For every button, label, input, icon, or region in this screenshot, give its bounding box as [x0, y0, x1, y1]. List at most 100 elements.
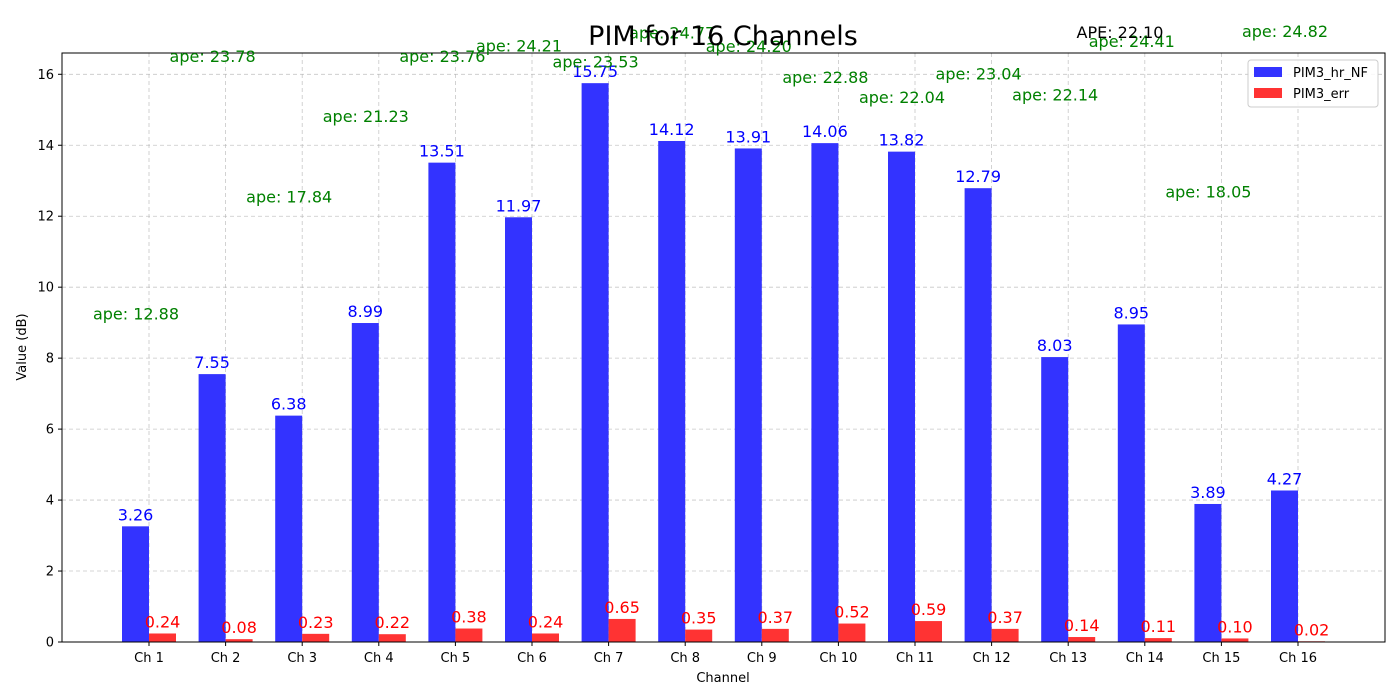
ape-label: ape: 22.04 [859, 88, 945, 107]
bar-pim3-err [532, 633, 559, 642]
bars [122, 83, 1325, 643]
x-axis-label: Channel [696, 671, 749, 686]
x-tick-label: Ch 14 [1126, 651, 1164, 666]
x-tick-label: Ch 16 [1279, 651, 1317, 666]
bar-pim3-hr-nf [505, 217, 532, 643]
plot-frame [61, 52, 1386, 643]
x-tick-label: Ch 4 [364, 651, 394, 666]
y-axis-label: Value (dB) [15, 313, 30, 380]
value-label-pim3-hr-nf: 15.75 [572, 62, 618, 81]
ape-label: ape: 22.14 [1012, 86, 1098, 105]
ape-label: ape: 22.88 [782, 68, 868, 87]
legend-swatch-pim3-hr-nf [1254, 67, 1282, 77]
legend-label-pim3-err: PIM3_err [1293, 87, 1350, 102]
value-label-pim3-hr-nf: 13.51 [419, 142, 465, 161]
x-tick-label: Ch 7 [594, 651, 624, 666]
y-tick-label: 14 [37, 139, 54, 154]
bar-pim3-hr-nf [1117, 324, 1145, 642]
value-label-pim3-hr-nf: 11.97 [496, 196, 542, 215]
value-label-pim3-hr-nf: 3.26 [118, 505, 154, 524]
y-tick-label: 16 [37, 68, 54, 83]
legend-label-pim3-hr-nf: PIM3_hr_NF [1293, 66, 1368, 81]
x-tick-label: Ch 10 [819, 651, 857, 666]
value-label-pim3-hr-nf: 8.95 [1113, 303, 1149, 322]
x-tick-label: Ch 13 [1049, 651, 1087, 666]
bar-pim3-err [838, 623, 866, 642]
ape-label: ape: 24.41 [1089, 32, 1175, 51]
legend-swatch-pim3-err [1254, 88, 1282, 98]
bar-pim3-hr-nf [811, 143, 839, 643]
ape-label: ape: 23.76 [399, 47, 485, 66]
x-tick-label: Ch 15 [1202, 651, 1240, 666]
value-label-pim3-err: 0.11 [1140, 617, 1176, 636]
x-tick-label: Ch 3 [287, 651, 317, 666]
value-label-pim3-err: 0.14 [1064, 616, 1100, 635]
value-label-pim3-err: 0.08 [221, 618, 257, 637]
bar-pim3-hr-nf [1271, 490, 1298, 642]
y-tick-label: 2 [46, 565, 54, 580]
y-tick-label: 6 [46, 423, 54, 438]
bar-pim3-hr-nf [888, 151, 915, 642]
ape-label: ape: 23.04 [936, 64, 1022, 83]
bar-pim3-err [991, 628, 1019, 642]
ape-label: ape: 24.77 [629, 23, 715, 42]
bar-pim3-err [302, 633, 330, 642]
ape-label: ape: 24.82 [1242, 22, 1328, 41]
value-label-pim3-err: 0.02 [1294, 620, 1330, 639]
value-label-pim3-err: 0.24 [145, 612, 181, 631]
ape-label: ape: 12.88 [93, 305, 179, 324]
value-label-pim3-hr-nf: 6.38 [271, 395, 307, 414]
ape-label: ape: 23.78 [170, 47, 256, 66]
axes: 0 2 4 6 8 10 12 14 16 Ch 1 Ch 2 Ch 3 Ch 4 Ch 5 Ch 6 Ch … [37, 68, 1317, 666]
bar-pim3-hr-nf [122, 526, 149, 642]
value-label-pim3-err: 0.10 [1217, 617, 1253, 636]
value-label-pim3-err: 0.37 [757, 608, 793, 627]
value-label-pim3-err: 0.38 [451, 608, 487, 627]
bar-pim3-err [1221, 638, 1249, 642]
value-labels: 3.26 0.24 7.55 0.08 6.38 0.23 8.99 0.22 13.51 0.3… [118, 62, 1330, 639]
value-label-pim3-err: 0.65 [604, 598, 640, 617]
x-tick-label: Ch 11 [896, 651, 934, 666]
value-label-pim3-err: 0.52 [834, 603, 870, 622]
bar-pim3-hr-nf [1194, 503, 1222, 642]
value-label-pim3-err: 0.22 [374, 613, 410, 632]
x-tick-label: Ch 8 [670, 651, 700, 666]
value-label-pim3-err: 0.37 [987, 608, 1023, 627]
ape-label: ape: 23.53 [553, 53, 639, 72]
bar-pim3-hr-nf [658, 140, 686, 642]
value-label-pim3-hr-nf: 8.99 [347, 302, 383, 321]
value-label-pim3-hr-nf: 13.82 [879, 131, 925, 150]
x-tick-label: Ch 5 [441, 651, 471, 666]
chart-title: PIM for 16 Channels [588, 21, 858, 52]
x-tick-label: Ch 2 [211, 651, 241, 666]
value-label-pim3-err: 0.24 [528, 612, 564, 631]
value-label-pim3-hr-nf: 14.06 [802, 122, 848, 141]
bar-pim3-err [378, 634, 406, 642]
x-tick-label: Ch 9 [747, 651, 777, 666]
x-tick-label: Ch 12 [973, 651, 1011, 666]
overall-ape-label: APE: 22.10 [1077, 23, 1164, 42]
value-label-pim3-hr-nf: 7.55 [194, 353, 230, 372]
y-tick-label: 8 [46, 352, 54, 367]
value-label-pim3-err: 0.23 [298, 613, 334, 632]
bar-pim3-hr-nf [964, 188, 992, 642]
y-tick-label: 4 [46, 494, 54, 509]
value-label-pim3-hr-nf: 3.89 [1190, 483, 1226, 502]
value-label-pim3-err: 0.59 [911, 600, 947, 619]
y-tick-label: 12 [37, 210, 54, 225]
bar-pim3-hr-nf [428, 162, 456, 642]
bar-pim3-err [608, 618, 636, 642]
y-tick-label: 0 [46, 636, 54, 651]
bar-pim3-hr-nf [734, 148, 762, 642]
bar-pim3-err [1068, 637, 1096, 642]
value-label-pim3-err: 0.35 [681, 609, 717, 628]
value-label-pim3-hr-nf: 8.03 [1037, 336, 1073, 355]
y-tick-label: 10 [37, 281, 54, 296]
bar-pim3-err [455, 628, 483, 642]
ape-labels: ape: 12.88 ape: 23.78 ape: 17.84 ape: 21.23… [93, 22, 1328, 323]
ape-label: ape: 18.05 [1165, 182, 1251, 201]
x-tick-label: Ch 1 [134, 651, 164, 666]
